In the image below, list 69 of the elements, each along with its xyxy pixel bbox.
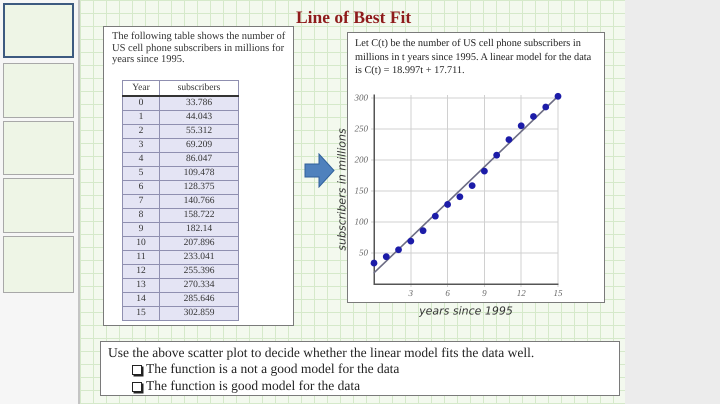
point xyxy=(420,227,426,234)
point xyxy=(444,201,451,208)
text: The function is a not a good model for the data xyxy=(146,361,400,377)
point xyxy=(518,122,525,130)
point xyxy=(468,182,476,190)
point xyxy=(506,136,512,143)
point xyxy=(395,246,402,254)
data-label: 233.041 xyxy=(160,250,238,264)
text: The following table shows the number of US cell phone subscribers in millions for years since 1995. xyxy=(112,31,286,66)
y-tick-label: 7 xyxy=(122,194,160,208)
x-axis-title: years since 1995 xyxy=(418,304,513,318)
y-tick-label: 9 xyxy=(122,222,160,236)
y-tick-label: 100 xyxy=(354,216,368,226)
data-label: 207.896 xyxy=(160,236,238,250)
data-label: 86.047 xyxy=(160,152,238,166)
data-label: 44.043 xyxy=(160,110,238,124)
y-tick-label: 0 xyxy=(122,96,160,110)
y-tick-label: 4 xyxy=(122,152,160,166)
x-tick-label: subscribers xyxy=(160,80,238,96)
y-tick-label: 1 xyxy=(122,110,160,124)
data-label: 109.478 xyxy=(160,166,238,180)
point xyxy=(456,193,464,200)
y-tick-label: 5 xyxy=(122,166,160,180)
y-tick-label: 200 xyxy=(354,154,368,164)
data-label: 128.375 xyxy=(160,180,238,194)
data-label: 285.646 xyxy=(160,292,238,306)
data-label: 140.766 xyxy=(160,194,238,208)
x-tick-label: 15 xyxy=(554,288,563,298)
chart-title: Line of Best Fit xyxy=(296,7,412,28)
data-label: 33.786 xyxy=(160,96,238,110)
y-tick-label: 250 xyxy=(354,123,368,134)
text: Use the above scatter plot to decide whether the linear model fits the data well. xyxy=(108,345,534,361)
x-tick-label: 9 xyxy=(482,288,488,298)
data-label: 270.334 xyxy=(160,278,238,292)
y-tick-label: 8 xyxy=(122,208,160,222)
y-tick-label: 13 xyxy=(122,278,160,292)
y-tick-label: 10 xyxy=(122,236,160,250)
y-tick-label: 3 xyxy=(122,138,160,152)
data-label: 302.859 xyxy=(160,306,238,320)
data-label: 182.14 xyxy=(160,222,238,236)
point xyxy=(493,152,500,159)
x-tick-label: 6 xyxy=(445,288,450,298)
y-tick-label: 15 xyxy=(122,306,160,320)
y-tick-label: 2 xyxy=(122,124,160,138)
point xyxy=(554,92,562,100)
text: The function is good model for the data xyxy=(146,378,360,394)
x-tick-label: 3 xyxy=(408,288,414,298)
point xyxy=(432,212,439,220)
y-tick-label: 300 xyxy=(354,92,368,102)
data-label: 69.209 xyxy=(160,138,238,152)
point xyxy=(530,113,537,120)
y-tick-label: 6 xyxy=(122,180,160,194)
data-label: 255.396 xyxy=(160,264,238,278)
point xyxy=(370,260,378,266)
y-axis-title: subscribers in millions xyxy=(335,128,348,251)
y-tick-label: 50 xyxy=(359,247,368,258)
data-label: 158.722 xyxy=(160,208,238,222)
y-axis-title: Year xyxy=(122,80,160,96)
text: Let C(t) be the number of US cell phone subscribers in millions in t years since 1995. A linear model for the data is C(t) = 18.997t + 17.711. xyxy=(355,37,592,78)
data-label: 55.312 xyxy=(160,124,238,138)
point xyxy=(481,168,488,175)
x-tick-label: 12 xyxy=(516,288,526,298)
y-tick-label: 11 xyxy=(122,250,160,264)
y-tick-label: 150 xyxy=(354,185,368,196)
y-tick-label: 12 xyxy=(122,264,160,278)
point xyxy=(382,253,390,260)
point xyxy=(407,238,414,245)
y-tick-label: 14 xyxy=(122,292,160,306)
point xyxy=(542,104,550,110)
